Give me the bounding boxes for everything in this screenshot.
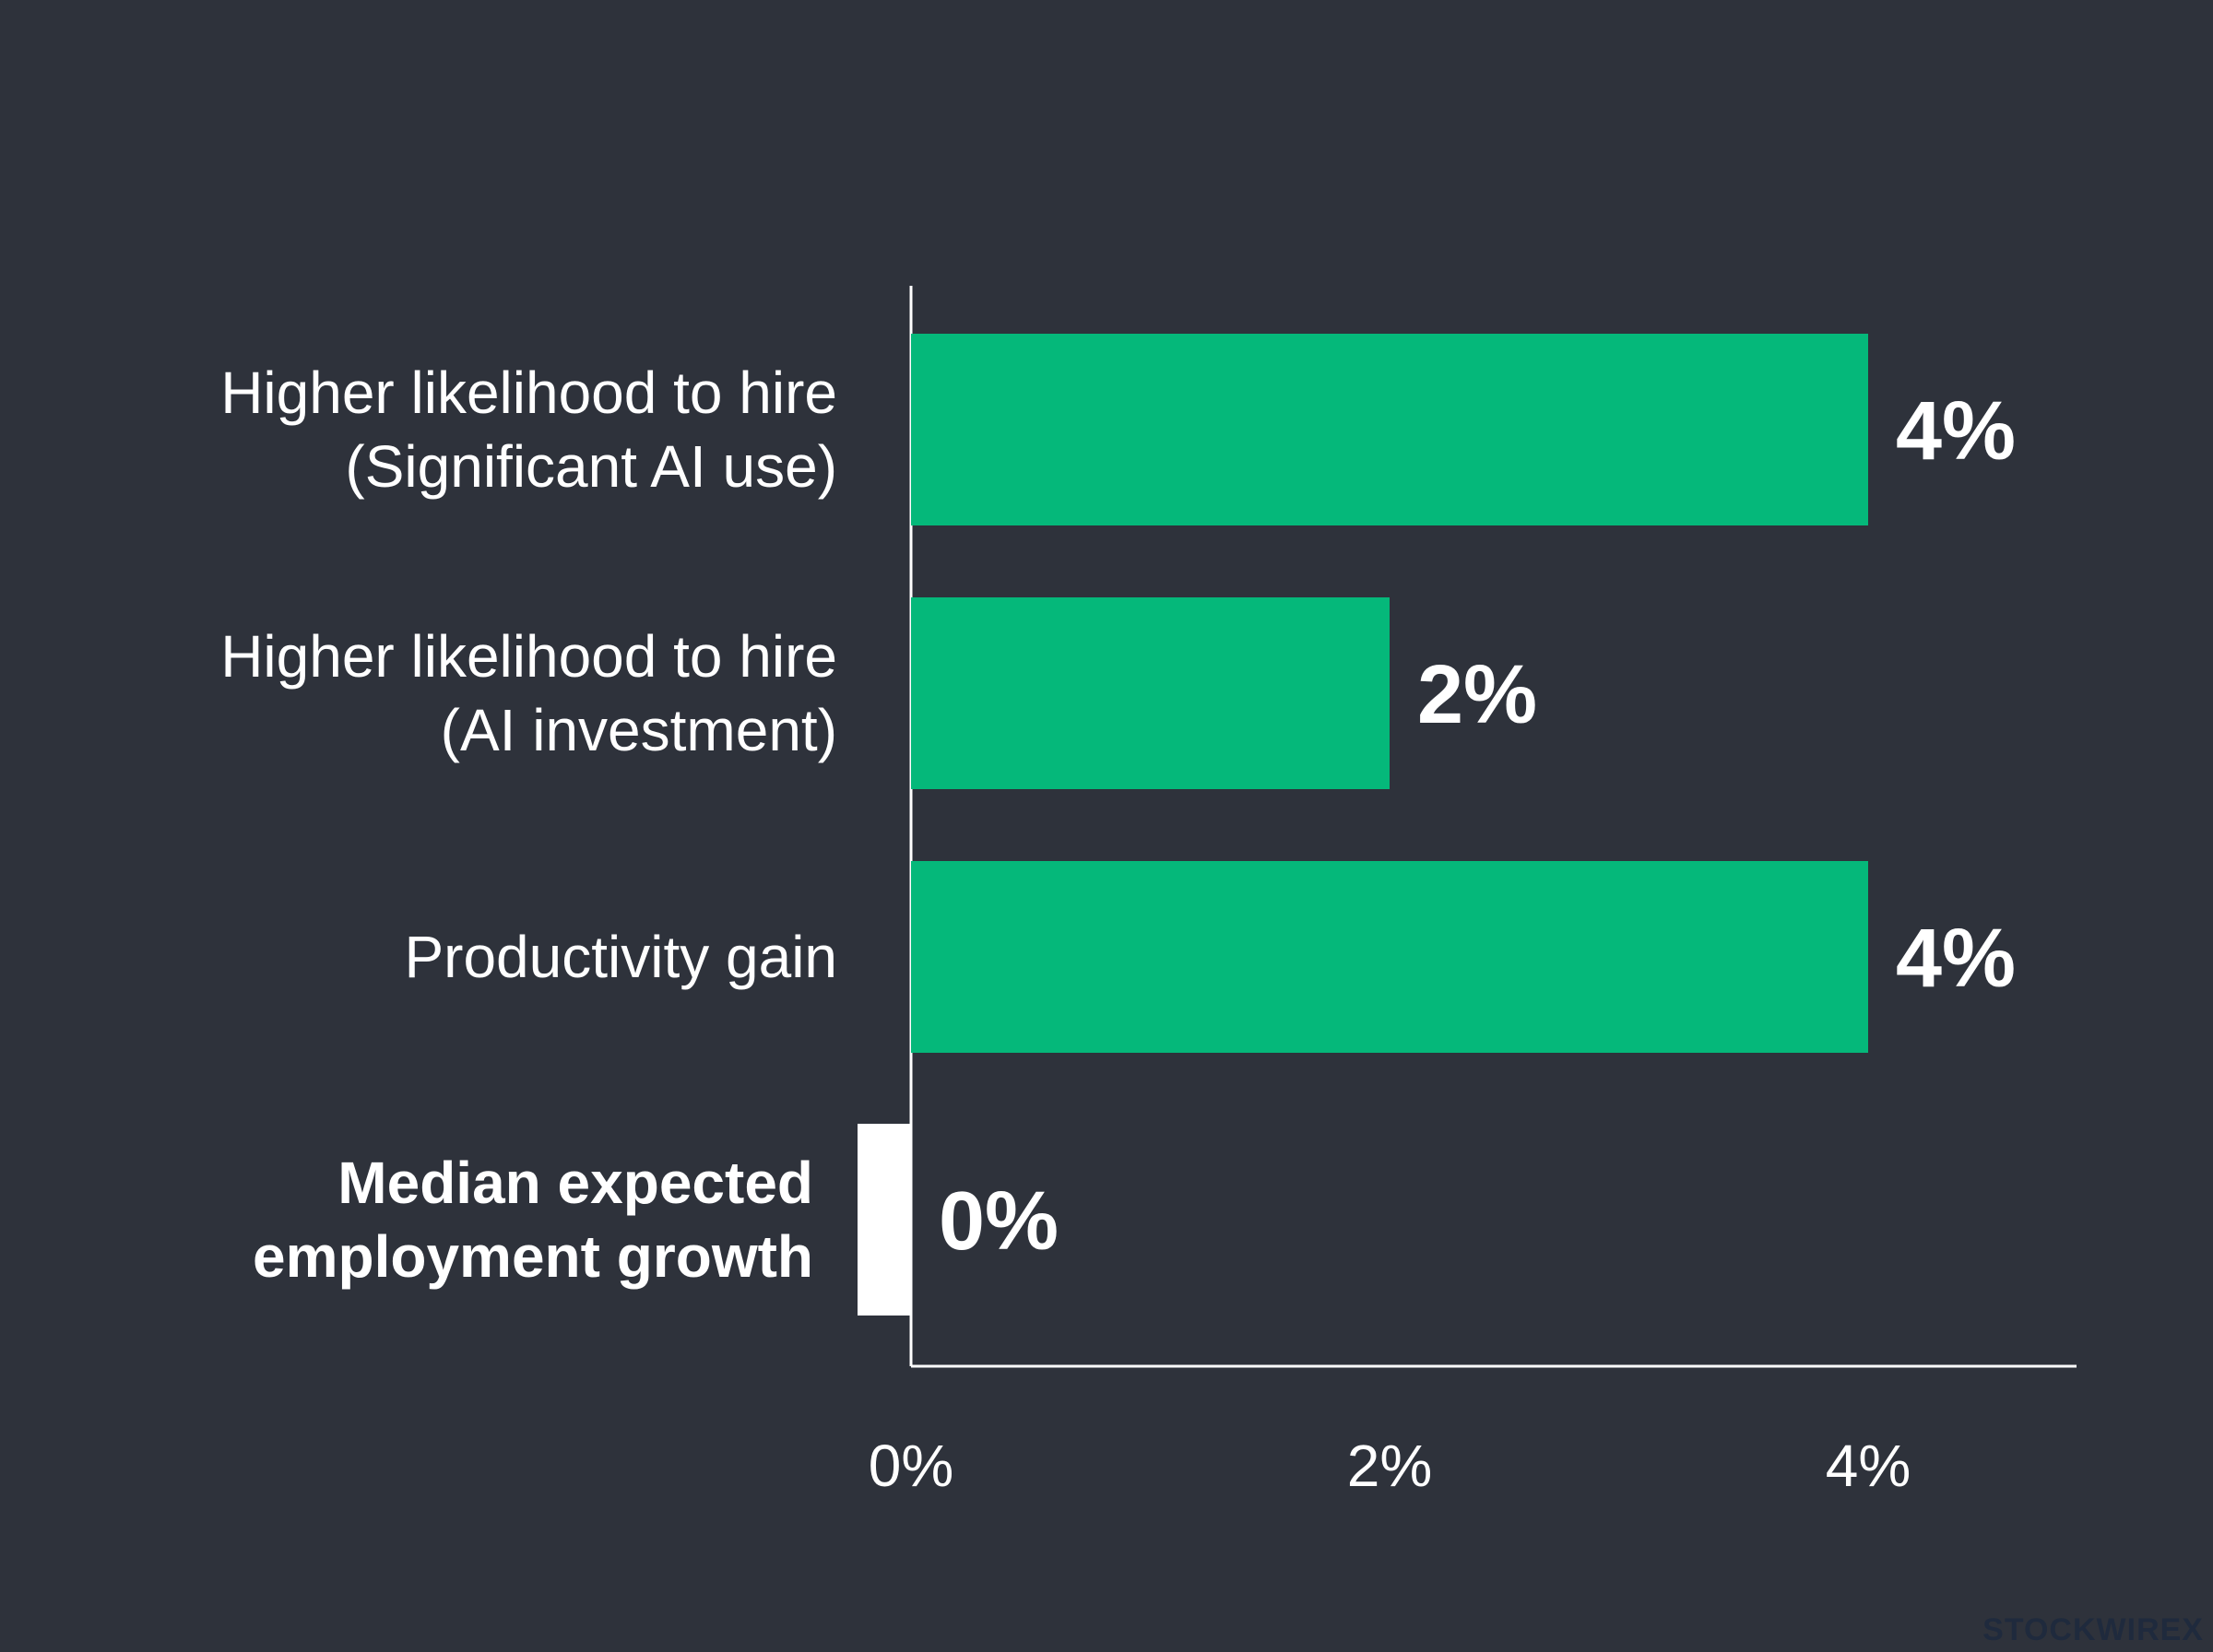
category-label-4-line-2: employment growth: [253, 1223, 813, 1290]
value-label-4: 0%: [939, 1175, 1059, 1268]
x-tick-label-3: 4%: [1826, 1433, 1911, 1499]
category-label-1-line-2: (Significant AI use): [345, 433, 837, 500]
value-label-2: 2%: [1417, 649, 1537, 741]
category-label-2-line-1: Higher likelihood to hire: [220, 623, 837, 690]
value-label-3: 4%: [1896, 913, 2016, 1005]
value-label-1: 4%: [1896, 385, 2016, 478]
category-label-3-line-1: Productivity gain: [404, 924, 837, 990]
bar-3: [911, 861, 1868, 1053]
bar-1: [911, 334, 1868, 525]
x-tick-label-2: 2%: [1347, 1433, 1433, 1499]
bar-2: [911, 597, 1390, 789]
bar-4: [858, 1124, 911, 1316]
category-label-1-line-1: Higher likelihood to hire: [220, 360, 837, 426]
category-label-4-line-1: Median expected: [337, 1150, 813, 1216]
category-label-2-line-2: (AI investment): [441, 697, 837, 763]
x-tick-label-1: 0%: [869, 1433, 954, 1499]
watermark-logo: STOCKWIREX: [1982, 1612, 2204, 1647]
